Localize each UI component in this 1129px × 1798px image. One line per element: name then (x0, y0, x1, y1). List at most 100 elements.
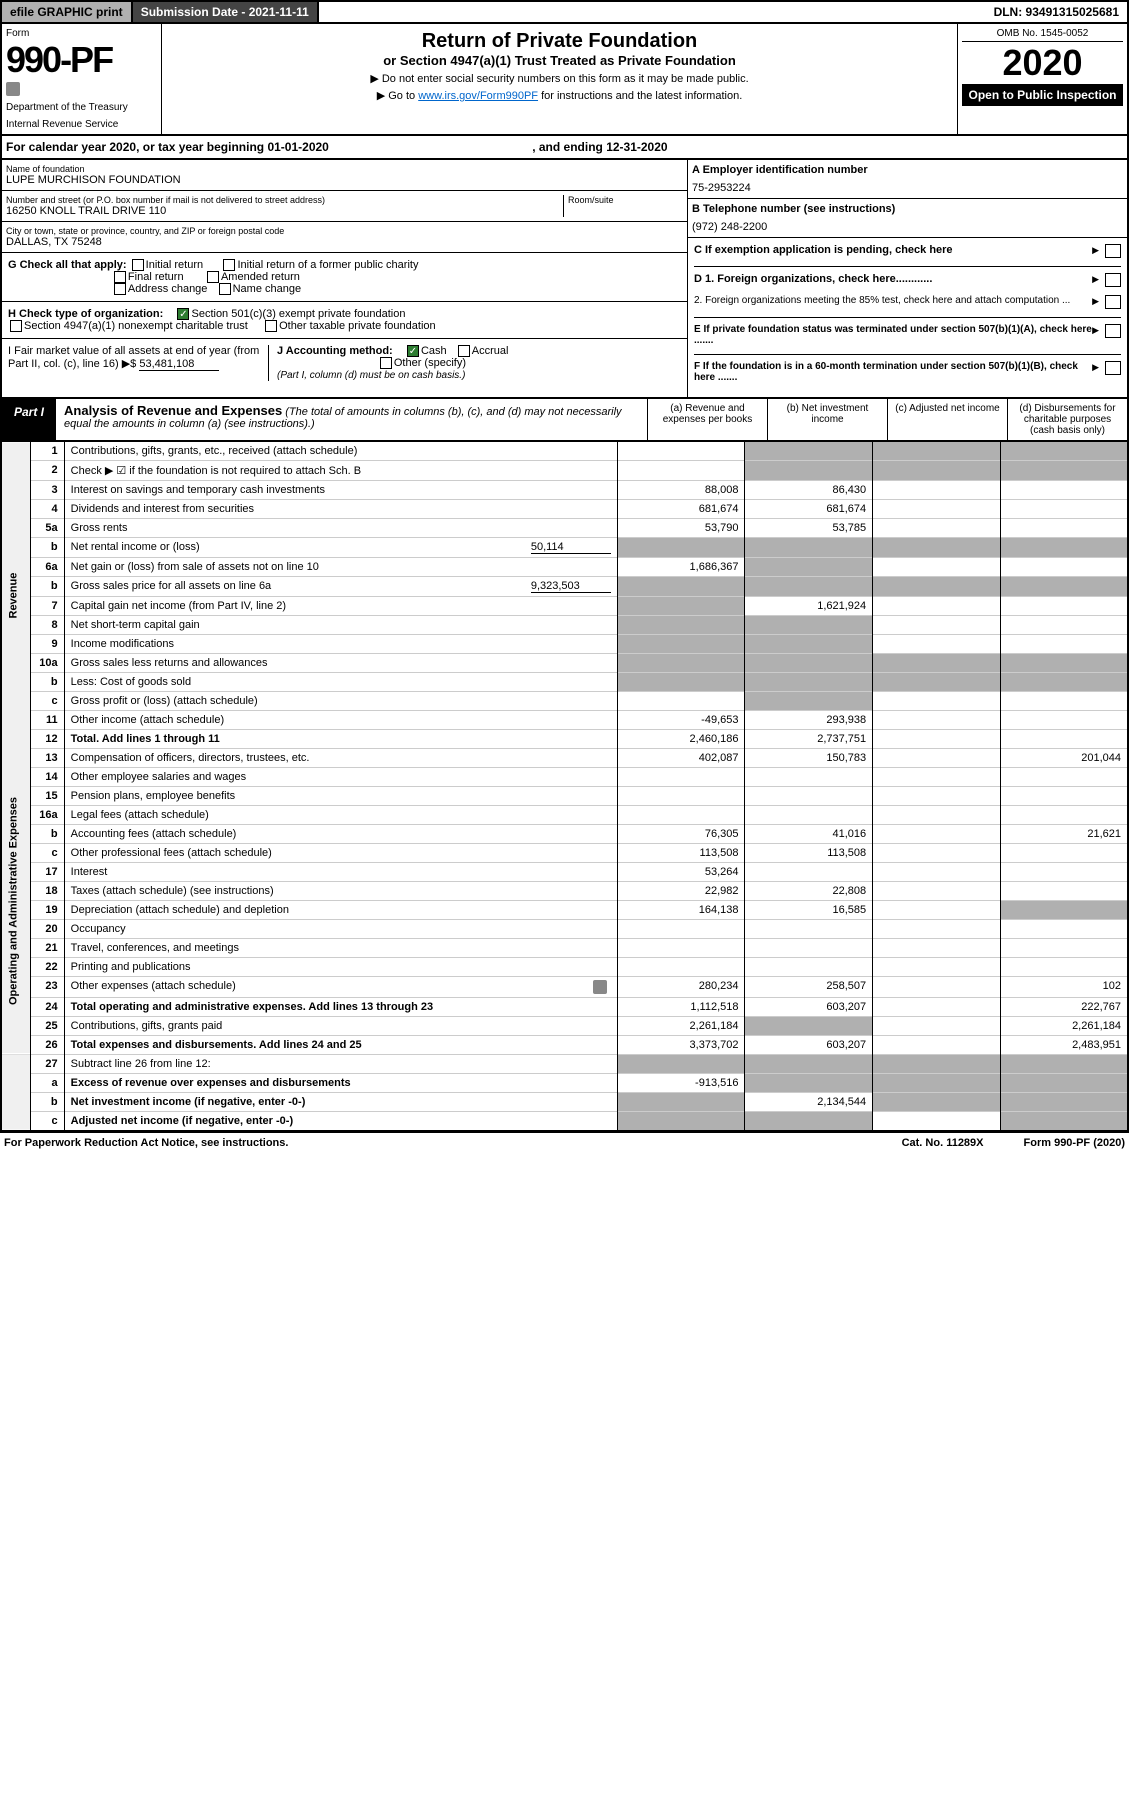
h-label: H Check type of organization: (8, 308, 163, 320)
irs-link[interactable]: www.irs.gov/Form990PF (418, 90, 538, 102)
opt-initial: Initial return (146, 259, 203, 271)
cash-checkbox[interactable] (407, 345, 419, 357)
col-c-value (873, 786, 1001, 805)
col-b-value (745, 576, 873, 596)
col-d-value (1000, 460, 1128, 480)
line-description: Gross profit or (loss) (attach schedule) (64, 691, 617, 710)
line-number: 22 (31, 957, 64, 976)
arrow-icon (1092, 361, 1101, 383)
501c3-checkbox[interactable] (177, 308, 189, 320)
line-number: 6a (31, 557, 64, 576)
col-c-value (873, 460, 1001, 480)
line-description: Gross rents (64, 518, 617, 537)
opt-namechg: Name change (233, 283, 302, 295)
attachment-icon[interactable] (6, 82, 20, 96)
other-taxable-checkbox[interactable] (265, 320, 277, 332)
addr-label: Number and street (or P.O. box number if… (6, 195, 563, 205)
initial-pubchar-checkbox[interactable] (223, 259, 235, 271)
name-label: Name of foundation (6, 164, 683, 174)
line-description: Check ▶ ☑ if the foundation is not requi… (64, 460, 617, 480)
col-c-value (873, 634, 1001, 653)
col-c-value (873, 1073, 1001, 1092)
line-description: Accounting fees (attach schedule) (64, 824, 617, 843)
final-return-checkbox[interactable] (114, 271, 126, 283)
d1-checkbox[interactable] (1105, 273, 1121, 287)
table-row: 22Printing and publications (1, 957, 1128, 976)
col-c-value (873, 596, 1001, 615)
col-a-value (617, 805, 745, 824)
col-b-value (745, 653, 873, 672)
accrual-checkbox[interactable] (458, 345, 470, 357)
col-b-value: 22,808 (745, 881, 873, 900)
line-number: 27 (31, 1054, 64, 1073)
e-checkbox[interactable] (1105, 324, 1121, 338)
col-b-value: 258,507 (745, 976, 873, 997)
table-row: 7Capital gain net income (from Part IV, … (1, 596, 1128, 615)
col-d-value (1000, 576, 1128, 596)
phone-value: (972) 248-2200 (692, 221, 1123, 233)
top-bar: efile GRAPHIC print Submission Date - 20… (0, 0, 1129, 24)
col-a-value: 681,674 (617, 499, 745, 518)
cat-number: Cat. No. 11289X (902, 1137, 984, 1149)
col-d-value (1000, 499, 1128, 518)
room-label: Room/suite (568, 195, 683, 205)
col-c-value (873, 672, 1001, 691)
other-method-checkbox[interactable] (380, 357, 392, 369)
col-d-value (1000, 1054, 1128, 1073)
arrow-icon (1092, 324, 1101, 346)
col-b-value (745, 615, 873, 634)
col-c-value (873, 537, 1001, 557)
col-a-value (617, 786, 745, 805)
d2-checkbox[interactable] (1105, 295, 1121, 309)
efile-print-button[interactable]: efile GRAPHIC print (2, 2, 133, 22)
g-label: G Check all that apply: (8, 259, 127, 271)
cal-mid: , and ending (532, 140, 606, 154)
col-c-value (873, 957, 1001, 976)
col-c-value (873, 442, 1001, 461)
4947-checkbox[interactable] (10, 320, 22, 332)
line-description: Taxes (attach schedule) (see instruction… (64, 881, 617, 900)
note-link: ▶ Go to www.irs.gov/Form990PF for instru… (168, 89, 951, 102)
addr-change-checkbox[interactable] (114, 283, 126, 295)
f-checkbox[interactable] (1105, 361, 1121, 375)
col-b-value (745, 1054, 873, 1073)
table-row: 26Total expenses and disbursements. Add … (1, 1035, 1128, 1054)
table-row: bNet investment income (if negative, ent… (1, 1092, 1128, 1111)
col-b-value: 1,621,924 (745, 596, 873, 615)
col-d-value: 2,483,951 (1000, 1035, 1128, 1054)
table-row: 9Income modifications (1, 634, 1128, 653)
line-description: Travel, conferences, and meetings (64, 938, 617, 957)
col-c-value (873, 710, 1001, 729)
attachment-icon[interactable] (593, 980, 607, 994)
col-c-value (873, 824, 1001, 843)
col-d-value (1000, 672, 1128, 691)
line-description: Printing and publications (64, 957, 617, 976)
entity-info: Name of foundation LUPE MURCHISON FOUNDA… (0, 160, 1129, 399)
amended-checkbox[interactable] (207, 271, 219, 283)
col-c-value (873, 976, 1001, 997)
line-number: b (31, 1092, 64, 1111)
revenue-expense-table: Revenue1Contributions, gifts, grants, et… (0, 442, 1129, 1132)
col-a-value: 22,982 (617, 881, 745, 900)
line-number: c (31, 691, 64, 710)
col-d-value (1000, 1111, 1128, 1131)
col-a-value (617, 691, 745, 710)
col-d-value (1000, 900, 1128, 919)
c-checkbox[interactable] (1105, 244, 1121, 258)
part1-title: Analysis of Revenue and Expenses (The to… (56, 399, 647, 440)
table-row: 8Net short-term capital gain (1, 615, 1128, 634)
line-number: 17 (31, 862, 64, 881)
col-d-value (1000, 442, 1128, 461)
initial-return-checkbox[interactable] (132, 259, 144, 271)
line-description: Other income (attach schedule) (64, 710, 617, 729)
form-label: Form (6, 28, 157, 39)
col-a-value (617, 460, 745, 480)
col-d-value (1000, 653, 1128, 672)
table-row: 18Taxes (attach schedule) (see instructi… (1, 881, 1128, 900)
form-title: Return of Private Foundation (168, 30, 951, 53)
name-change-checkbox[interactable] (219, 283, 231, 295)
col-b-value (745, 919, 873, 938)
line-description: Depreciation (attach schedule) and deple… (64, 900, 617, 919)
pra-notice: For Paperwork Reduction Act Notice, see … (4, 1137, 288, 1149)
form-header: Form 990-PF Department of the Treasury I… (0, 24, 1129, 136)
